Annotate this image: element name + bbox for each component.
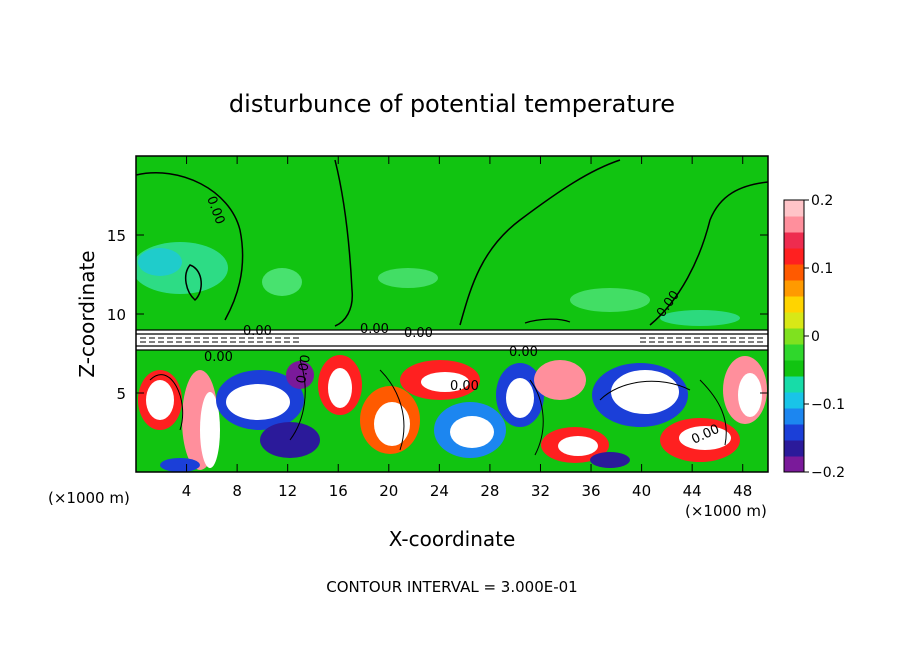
colorbar-swatch [784, 248, 804, 265]
colorbar-swatch [784, 376, 804, 393]
colorbar-swatch [784, 280, 804, 297]
zero-contour [649, 181, 768, 326]
x-tick-label: 44 [683, 482, 702, 500]
zero-contour [136, 172, 244, 321]
cyan-patch [138, 248, 182, 276]
y-axis-ticks: 5 10 15 [107, 227, 768, 403]
chart-title: disturbunce of potential temperature [229, 90, 675, 118]
y-tick-label: 10 [107, 306, 126, 324]
y-tick-label: 5 [116, 385, 126, 403]
colorbar-tick-label: −0.1 [811, 397, 845, 413]
contour-label: 0.00 [450, 379, 479, 394]
x-tick-label: 20 [379, 482, 398, 500]
colorbar-swatch [784, 344, 804, 361]
x-tick-label: 40 [632, 482, 651, 500]
y-axis-label: Z-coordinate [75, 250, 99, 377]
colorbar-swatch [784, 440, 804, 457]
colorbar-tick-label: −0.2 [811, 465, 845, 481]
colorbar-swatch [784, 328, 804, 345]
colorbar-swatch [784, 424, 804, 441]
contour-label: 0.00 [243, 324, 272, 339]
turbulent-eddies [138, 355, 767, 472]
colorbar-ticks: 0.2 0.1 0 −0.1 −0.2 [804, 193, 845, 481]
inversion-contours [136, 329, 768, 351]
field-features [136, 159, 768, 472]
x-tick-label: 48 [733, 482, 752, 500]
contour-label: 0.00 [404, 326, 433, 341]
colorbar-swatch [784, 360, 804, 377]
colorbar-tick-label: 0.1 [811, 261, 833, 277]
colorbar-swatch [784, 200, 804, 217]
contour-interval-note: CONTOUR INTERVAL = 3.000E-01 [326, 578, 577, 596]
cyan-patch [378, 268, 438, 288]
colorbar-swatch [784, 264, 804, 281]
plot-area: 0.00 0.00 0.00 0.00 0.00 0.00 0.00 0.00 … [107, 155, 769, 500]
zero-contour [184, 264, 202, 302]
zero-contour [459, 159, 621, 326]
x-tick-label: 4 [182, 482, 192, 500]
contour-label: 0.00 [509, 345, 538, 360]
zero-contour [334, 159, 354, 327]
cyan-patch [262, 268, 302, 296]
x-unit-label-left: (×1000 m) [48, 489, 130, 507]
contour-label: 0.00 [204, 350, 233, 365]
x-tick-label: 32 [531, 482, 550, 500]
colorbar-swatch [784, 216, 804, 233]
cyan-patch [660, 310, 740, 326]
x-tick-label: 8 [232, 482, 242, 500]
y-tick-label: 15 [107, 227, 126, 245]
cyan-patch [570, 288, 650, 312]
x-unit-label-right: (×1000 m) [685, 502, 767, 520]
x-axis-label: X-coordinate [389, 527, 516, 551]
contour-label: 0.00 [294, 354, 314, 385]
x-tick-label: 16 [329, 482, 348, 500]
colorbar-swatch [784, 232, 804, 249]
x-tick-label: 28 [480, 482, 499, 500]
contour-label: 0.00 [360, 322, 389, 337]
lower-contours [149, 359, 727, 456]
colorbar-tick-label: 0.2 [811, 193, 833, 209]
x-axis-ticks: 4 8 12 16 20 24 28 32 36 40 44 48 [182, 156, 752, 500]
x-tick-label: 36 [581, 482, 600, 500]
colorbar-swatch [784, 392, 804, 409]
x-tick-label: 24 [430, 482, 449, 500]
colorbar-swatch [784, 296, 804, 313]
colorbar-swatch [784, 408, 804, 425]
zero-contour [524, 318, 571, 324]
colorbar: 0.2 0.1 0 −0.1 −0.2 [783, 193, 845, 481]
x-tick-label: 12 [278, 482, 297, 500]
colorbar-tick-label: 0 [811, 329, 820, 345]
colorbar-swatches [784, 200, 804, 473]
inversion-band [136, 330, 768, 350]
colorbar-swatch [784, 312, 804, 329]
colorbar-swatch [784, 456, 804, 473]
